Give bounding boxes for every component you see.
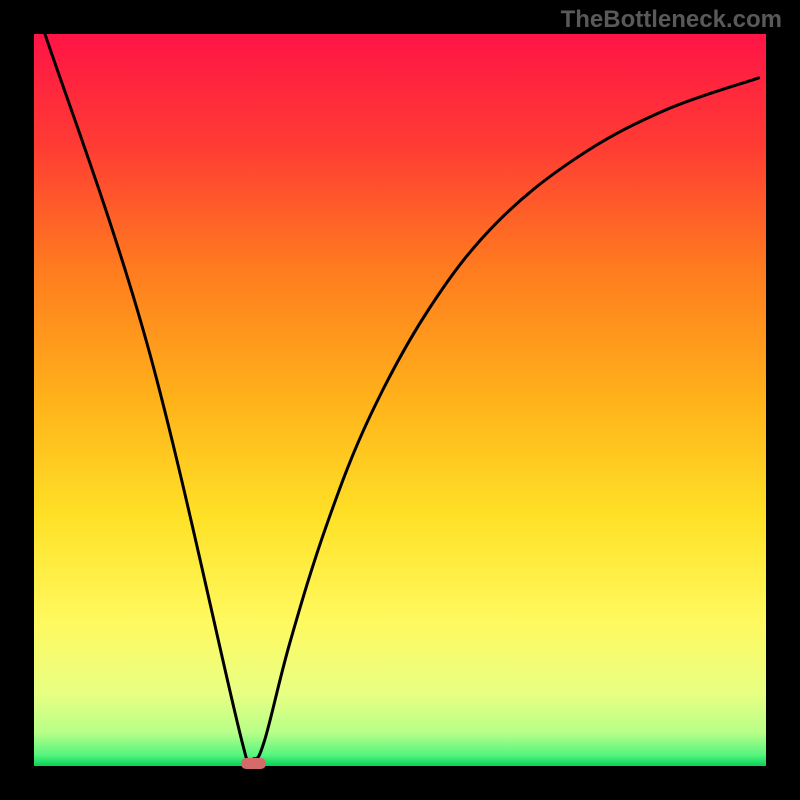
watermark-text: TheBottleneck.com: [561, 6, 782, 34]
curve-layer: [34, 34, 766, 766]
chart-plot-area: [34, 34, 766, 766]
min-marker: [241, 758, 267, 769]
chart-container: TheBottleneck.com: [0, 0, 800, 800]
bottleneck-curve: [45, 34, 759, 782]
